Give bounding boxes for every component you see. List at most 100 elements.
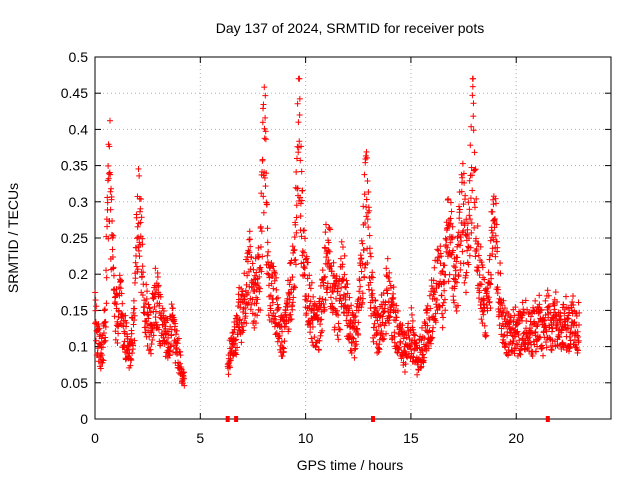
data-point bbox=[141, 297, 148, 304]
data-point bbox=[369, 274, 376, 281]
data-point bbox=[367, 279, 374, 286]
data-point bbox=[474, 268, 481, 275]
data-point bbox=[107, 171, 114, 178]
data-point bbox=[165, 334, 172, 341]
data-point bbox=[262, 128, 269, 135]
data-point bbox=[139, 292, 146, 299]
data-point bbox=[468, 123, 475, 130]
data-point bbox=[471, 167, 478, 174]
data-point bbox=[519, 336, 526, 343]
data-point bbox=[480, 311, 487, 318]
data-point bbox=[138, 196, 145, 203]
x-axis-label: GPS time / hours bbox=[297, 457, 404, 473]
data-point bbox=[110, 264, 117, 271]
data-point bbox=[409, 317, 416, 324]
data-point bbox=[393, 302, 400, 309]
data-point bbox=[472, 253, 479, 260]
data-point bbox=[114, 339, 121, 346]
data-point bbox=[514, 328, 521, 335]
data-point bbox=[234, 321, 241, 328]
data-point bbox=[543, 328, 550, 335]
data-point bbox=[385, 298, 392, 305]
data-point bbox=[258, 190, 265, 197]
data-point bbox=[289, 306, 296, 313]
data-point bbox=[343, 277, 350, 284]
data-point bbox=[128, 330, 135, 337]
data-point bbox=[150, 332, 157, 339]
data-point bbox=[307, 285, 314, 292]
data-point bbox=[307, 298, 314, 305]
data-point bbox=[260, 101, 267, 108]
data-point bbox=[428, 335, 435, 342]
data-point bbox=[287, 316, 294, 323]
data-point bbox=[496, 322, 503, 329]
data-point bbox=[92, 297, 99, 304]
data-point bbox=[321, 274, 328, 281]
data-point bbox=[151, 303, 158, 310]
data-point bbox=[514, 352, 521, 359]
data-point bbox=[358, 304, 365, 311]
data-point bbox=[385, 274, 392, 281]
data-point bbox=[467, 216, 474, 223]
data-point bbox=[561, 321, 568, 328]
data-point bbox=[92, 289, 99, 296]
data-point bbox=[359, 290, 366, 297]
data-point bbox=[363, 196, 370, 203]
data-point bbox=[233, 312, 240, 319]
data-point bbox=[243, 320, 250, 327]
data-point bbox=[406, 335, 413, 342]
data-point bbox=[265, 248, 272, 255]
data-point bbox=[361, 191, 368, 198]
data-point bbox=[155, 282, 162, 289]
data-point bbox=[238, 339, 245, 346]
data-point bbox=[356, 277, 363, 284]
data-point bbox=[457, 266, 464, 273]
data-point bbox=[248, 301, 255, 308]
data-point bbox=[256, 288, 263, 295]
data-point bbox=[132, 275, 139, 282]
data-point bbox=[101, 307, 108, 314]
data-point bbox=[505, 341, 512, 348]
data-point bbox=[487, 237, 494, 244]
data-point bbox=[240, 309, 247, 316]
data-point bbox=[367, 253, 374, 260]
data-point bbox=[259, 119, 266, 126]
data-point bbox=[322, 229, 329, 236]
data-point bbox=[154, 273, 161, 280]
data-point bbox=[421, 354, 428, 361]
data-point bbox=[268, 280, 275, 287]
data-point bbox=[574, 332, 581, 339]
data-point bbox=[335, 312, 342, 319]
data-point bbox=[263, 170, 270, 177]
data-point bbox=[469, 83, 476, 90]
data-point bbox=[181, 382, 188, 389]
data-point bbox=[260, 209, 267, 216]
grid-lines bbox=[94, 56, 611, 420]
data-point bbox=[354, 326, 361, 333]
data-point bbox=[544, 287, 551, 294]
data-point bbox=[260, 193, 267, 200]
data-point bbox=[461, 279, 468, 286]
data-point bbox=[543, 339, 550, 346]
data-point bbox=[146, 304, 153, 311]
data-point bbox=[286, 312, 293, 319]
data-point bbox=[287, 277, 294, 284]
data-point bbox=[103, 274, 110, 281]
data-point bbox=[481, 297, 488, 304]
data-point bbox=[359, 260, 366, 267]
data-point bbox=[483, 332, 490, 339]
data-point bbox=[132, 259, 139, 266]
data-point bbox=[548, 328, 555, 335]
data-point bbox=[441, 262, 448, 269]
data-point bbox=[452, 267, 459, 274]
data-point bbox=[293, 202, 300, 209]
data-point bbox=[386, 269, 393, 276]
data-point bbox=[300, 249, 307, 256]
data-point bbox=[233, 351, 240, 358]
data-point bbox=[131, 312, 138, 319]
data-point bbox=[473, 195, 480, 202]
data-point bbox=[334, 307, 341, 314]
data-point bbox=[327, 294, 334, 301]
data-point bbox=[253, 269, 260, 276]
data-point bbox=[258, 243, 265, 250]
